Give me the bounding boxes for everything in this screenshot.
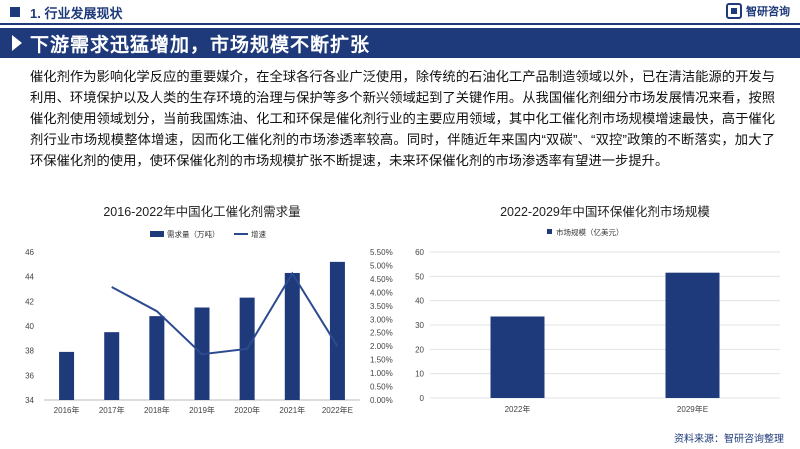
legend-label: 需求量（万吨） — [167, 229, 220, 239]
bar — [149, 316, 165, 400]
y-tick: 50 — [415, 272, 424, 281]
y-right-tick: 1.50% — [370, 356, 393, 365]
y-right-tick: 1.00% — [370, 369, 393, 378]
growth-line — [111, 271, 339, 356]
chart-env-market: 2022-2029年中国环保催化剂市场规模市场规模（亿美元） 0 10 20 30 40 5… — [400, 200, 800, 435]
chart-title: 2016-2022年中国化工催化剂需求量 — [103, 204, 300, 219]
section-marker-icon — [10, 7, 20, 17]
source-note: 资料来源：智研咨询整理 — [674, 434, 784, 445]
chart-title: 2022-2029年中国环保催化剂市场规模 — [500, 204, 710, 219]
y-right-tick: 4.00% — [370, 288, 393, 297]
header-rule — [0, 23, 800, 25]
y-right-tick: 3.50% — [370, 302, 393, 311]
y-tick: 10 — [415, 370, 424, 379]
y-tick: 0 — [420, 394, 425, 403]
y-right-tick: 0.50% — [370, 383, 393, 392]
y-left-tick: 40 — [25, 322, 34, 331]
arrow-icon — [12, 35, 22, 51]
y-left-tick: 38 — [25, 347, 34, 356]
x-tick: 2017年 — [99, 405, 125, 415]
y-right-tick: 3.00% — [370, 315, 393, 324]
y-tick: 30 — [415, 321, 424, 330]
page-title: 下游需求迅猛增加，市场规模不断扩张 — [30, 34, 371, 56]
y-tick: 20 — [415, 345, 424, 354]
x-tick: 2029年E — [677, 404, 708, 414]
legend-label: 增速 — [251, 229, 266, 239]
x-tick: 2021年 — [279, 405, 305, 415]
bar — [59, 351, 75, 400]
x-tick: 2019年 — [189, 405, 215, 415]
bar — [329, 261, 345, 400]
bar — [665, 272, 720, 398]
x-tick: 2018年 — [144, 405, 170, 415]
y-left-tick: 42 — [25, 297, 34, 306]
y-left-tick: 46 — [25, 248, 34, 257]
bar — [104, 332, 120, 400]
brand-logo-icon — [726, 3, 742, 19]
section-label: 1. 行业发展现状 — [30, 5, 123, 21]
y-right-tick: 5.50% — [370, 248, 393, 257]
y-right-tick: 4.50% — [370, 275, 393, 284]
y-right-tick: 2.00% — [370, 342, 393, 351]
y-tick: 60 — [415, 248, 424, 257]
y-left-tick: 36 — [25, 371, 34, 380]
x-tick: 2020年 — [234, 405, 260, 415]
legend-label: 市场规模（亿美元） — [556, 227, 624, 237]
y-left-tick: 34 — [25, 396, 34, 405]
top-header: 1. 行业发展现状 智研咨询 — [0, 0, 800, 24]
y-left-tick: 44 — [25, 273, 34, 282]
body-text: 催化剂作为影响化学反应的重要媒介，在全球各行各业广泛使用，除传统的石油化工产品制… — [30, 69, 775, 168]
title-bar: 下游需求迅猛增加，市场规模不断扩张 — [0, 28, 800, 58]
brand-name: 智研咨询 — [746, 6, 790, 18]
x-tick: 2022年 — [505, 404, 531, 414]
y-right-tick: 0.00% — [370, 396, 393, 405]
chart-demand: 2016-2022年中国化工催化剂需求量需求量（万吨） 增速 34 36 38 40 42 4… — [0, 200, 400, 435]
brand: 智研咨询 — [726, 3, 790, 19]
y-right-tick: 2.50% — [370, 329, 393, 338]
bar — [284, 272, 300, 400]
y-right-tick: 5.00% — [370, 261, 393, 270]
y-tick: 40 — [415, 297, 424, 306]
x-tick: 2022年E — [322, 405, 353, 415]
x-tick: 2016年 — [54, 405, 80, 415]
legend-swatch-bar — [547, 229, 552, 234]
bar — [490, 316, 545, 398]
legend-swatch-bar — [150, 231, 164, 237]
